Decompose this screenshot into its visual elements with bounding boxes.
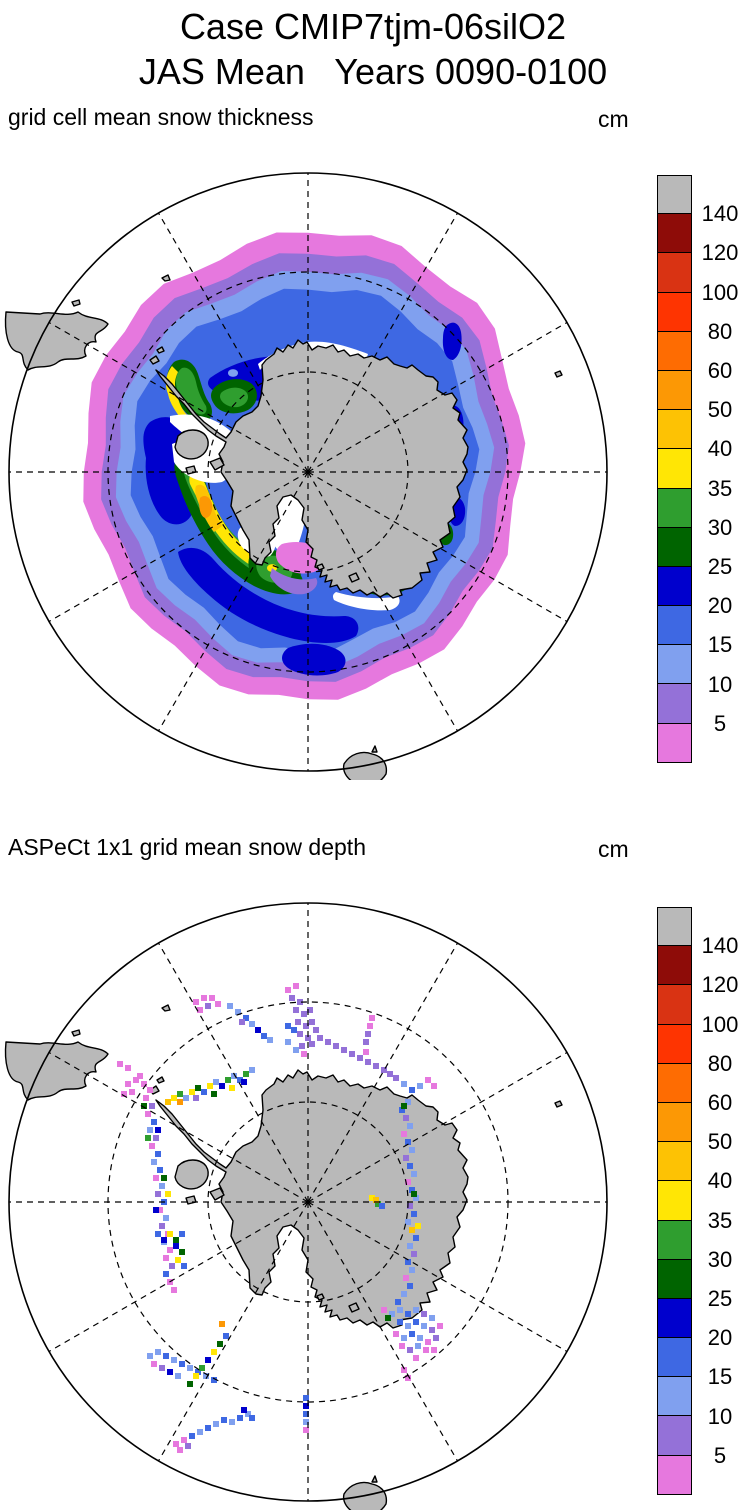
figure-title-line2: JAS Mean Years 0090-0100 bbox=[138, 51, 608, 92]
colorbar-tick-label: 50 bbox=[707, 1129, 733, 1155]
panel1-units-label: cm bbox=[598, 106, 629, 132]
colorbar-bottom-ticks: 140 120 100 80 60 50 40 35 30 25 20 15 10 5 bbox=[698, 907, 742, 1495]
colorbar-cell bbox=[657, 606, 692, 646]
colorbar-tick-label: 25 bbox=[707, 554, 733, 579]
colorbar-cell bbox=[657, 645, 692, 685]
colorbar-tick-label: 100 bbox=[701, 1011, 739, 1037]
panel1-label: grid cell mean snow thickness bbox=[8, 104, 314, 130]
colorbar-tick-label: 50 bbox=[707, 397, 733, 423]
colorbar-tick-label: 140 bbox=[701, 201, 739, 227]
colorbar-tick-label: 25 bbox=[707, 1286, 733, 1311]
colorbar-bottom bbox=[657, 907, 692, 1495]
colorbar-cell bbox=[657, 175, 692, 215]
colorbar-cell bbox=[657, 566, 692, 607]
colorbar-tick-label: 80 bbox=[707, 318, 733, 344]
panel2-units-label: cm bbox=[598, 836, 629, 862]
map-aspect-observations bbox=[4, 902, 608, 1510]
colorbar-cell bbox=[657, 1181, 692, 1221]
colorbar-tick-label: 10 bbox=[707, 1403, 733, 1429]
colorbar-cell bbox=[657, 1259, 692, 1299]
map-boundary-circle bbox=[8, 902, 608, 1502]
colorbar-tick-label: 15 bbox=[707, 1364, 733, 1390]
colorbar-tick-label: 35 bbox=[707, 1207, 733, 1233]
colorbar-tick-label: 100 bbox=[701, 279, 739, 305]
colorbar-cell bbox=[657, 1338, 692, 1378]
colorbar-cell bbox=[657, 1102, 692, 1143]
colorbar-tick-label: 20 bbox=[707, 593, 733, 619]
colorbar-tick-label: 40 bbox=[707, 1168, 733, 1194]
colorbar-cell bbox=[657, 1377, 692, 1417]
colorbar-tick-label: 140 bbox=[701, 933, 739, 959]
colorbar-cell bbox=[657, 684, 692, 724]
colorbar-cell bbox=[657, 946, 692, 986]
colorbar-cell bbox=[657, 907, 692, 947]
colorbar-cell bbox=[657, 488, 692, 528]
colorbar-cell bbox=[657, 410, 692, 450]
figure-title-line1: Case CMIP7tjm-06silO2 bbox=[179, 6, 567, 47]
colorbar-top-ticks: 140 120 100 80 60 50 40 35 30 25 20 15 10 5 bbox=[698, 175, 742, 763]
colorbar-cell bbox=[657, 1063, 692, 1103]
colorbar-tick-label: 10 bbox=[707, 671, 733, 697]
colorbar-tick-label: 40 bbox=[707, 436, 733, 462]
colorbar-cell bbox=[657, 331, 692, 371]
map-model-snow-thickness bbox=[4, 172, 608, 780]
colorbar-cell bbox=[657, 1024, 692, 1064]
colorbar-cell bbox=[657, 1298, 692, 1339]
colorbar-tick-label: 35 bbox=[707, 475, 733, 501]
colorbar-cell bbox=[657, 370, 692, 411]
colorbar-cell bbox=[657, 253, 692, 293]
colorbar-cell bbox=[657, 723, 692, 763]
colorbar-cell bbox=[657, 1455, 692, 1495]
colorbar-tick-label: 120 bbox=[701, 972, 739, 998]
colorbar-cell bbox=[657, 527, 692, 567]
colorbar-tick-label: 5 bbox=[713, 1442, 727, 1468]
colorbar-cell bbox=[657, 985, 692, 1025]
colorbar-cell bbox=[657, 1220, 692, 1260]
colorbar-tick-label: 15 bbox=[707, 632, 733, 658]
colorbar-tick-label: 30 bbox=[707, 514, 733, 540]
colorbar-tick-label: 60 bbox=[707, 1090, 733, 1115]
colorbar-top bbox=[657, 175, 692, 763]
colorbar-cell bbox=[657, 292, 692, 332]
colorbar-tick-label: 80 bbox=[707, 1050, 733, 1076]
colorbar-cell bbox=[657, 214, 692, 254]
colorbar-tick-label: 20 bbox=[707, 1325, 733, 1351]
observation-points bbox=[117, 983, 443, 1453]
figure-title-block: Case CMIP7tjm-06silO2 JAS Mean Years 009… bbox=[0, 4, 746, 94]
colorbar-tick-label: 30 bbox=[707, 1246, 733, 1272]
colorbar-tick-label: 60 bbox=[707, 358, 733, 383]
colorbar-cell bbox=[657, 449, 692, 489]
graticule bbox=[9, 173, 607, 771]
graticule bbox=[9, 903, 607, 1501]
colorbar-cell bbox=[657, 1416, 692, 1456]
colorbar-cell bbox=[657, 1142, 692, 1182]
map-boundary-circle bbox=[8, 172, 608, 772]
colorbar-tick-label: 120 bbox=[701, 240, 739, 266]
panel2-label: ASPeCt 1x1 grid mean snow depth bbox=[8, 834, 366, 860]
colorbar-tick-label: 5 bbox=[713, 710, 727, 736]
